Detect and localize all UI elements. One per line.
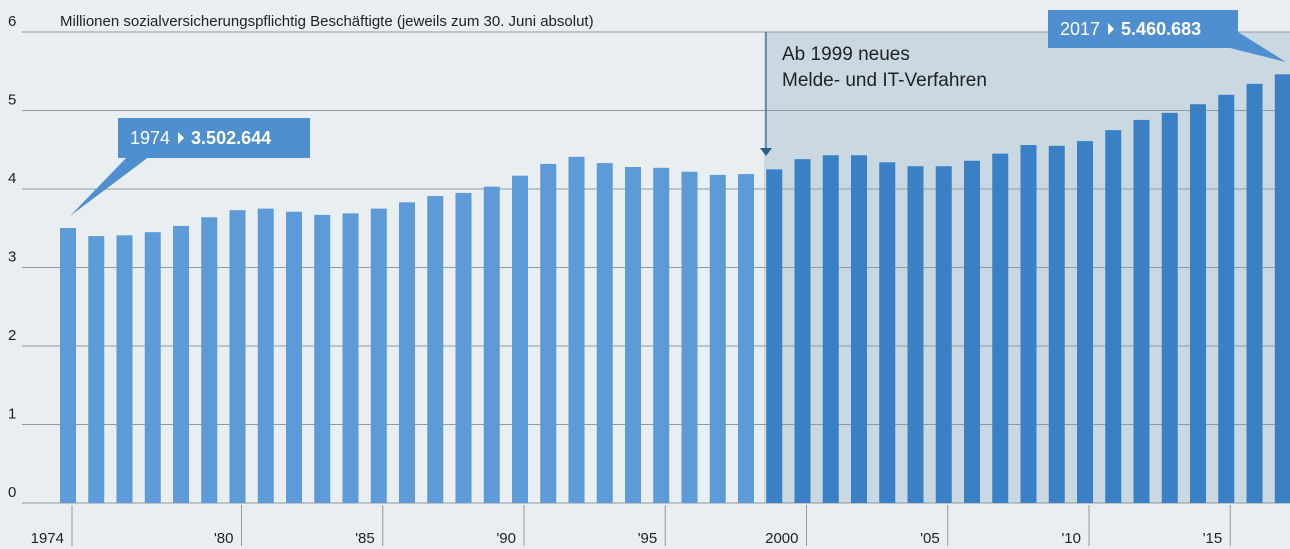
bar — [794, 159, 811, 504]
callout-value: 5.460.683 — [1121, 19, 1201, 39]
bar — [1274, 74, 1290, 503]
bar — [709, 174, 726, 503]
bar — [229, 210, 246, 503]
bar — [342, 213, 359, 503]
y-tick-label: 4 — [8, 170, 16, 187]
y-tick-label: 5 — [8, 92, 16, 109]
bar — [88, 236, 105, 503]
bar — [851, 155, 867, 503]
bar — [653, 167, 670, 503]
y-tick-label: 2 — [8, 327, 16, 344]
x-tick-label: '95 — [638, 530, 658, 547]
x-tick-label: '80 — [214, 530, 234, 547]
annotation-text: Ab 1999 neues — [782, 44, 910, 65]
annotation-text: Melde- und IT-Verfahren — [782, 70, 987, 91]
bar — [540, 163, 557, 503]
bar — [1048, 145, 1065, 503]
bar — [681, 171, 698, 504]
bar — [738, 174, 754, 503]
callout-box — [118, 118, 310, 158]
callout-value: 3.502.644 — [191, 128, 271, 148]
bar — [568, 156, 585, 503]
bar — [144, 232, 161, 504]
x-tick-label: '15 — [1203, 530, 1223, 547]
bar — [1133, 119, 1150, 504]
bar — [596, 163, 613, 503]
bar — [625, 167, 641, 503]
bar — [455, 192, 472, 504]
bar — [935, 166, 952, 504]
bar — [1246, 83, 1263, 503]
bar — [1190, 104, 1206, 503]
bar — [1077, 141, 1093, 504]
bar — [173, 225, 189, 503]
bar — [60, 228, 76, 503]
callout-triangle — [1108, 23, 1115, 35]
bar — [512, 175, 528, 503]
bar — [427, 196, 444, 503]
y-tick-label: 1 — [8, 406, 16, 423]
x-tick-label: '05 — [920, 530, 940, 547]
bar — [370, 208, 387, 503]
callout-pointer — [70, 156, 150, 216]
x-tick-label: '90 — [496, 530, 516, 547]
bar — [201, 217, 218, 503]
callout-box — [1048, 10, 1238, 48]
bar — [1218, 94, 1235, 504]
x-tick-label: 1974 — [31, 530, 64, 547]
bar — [116, 235, 133, 503]
y-tick-label: 6 — [8, 13, 16, 30]
x-tick-label: '10 — [1061, 530, 1081, 547]
callout-year: 2017 — [1060, 19, 1100, 39]
annotation-arrowhead — [760, 148, 772, 156]
x-tick-label: 2000 — [765, 530, 798, 547]
bar — [399, 202, 415, 503]
chart-title: Millionen sozialversicherungspflichtig B… — [60, 13, 594, 30]
bar — [766, 169, 783, 503]
bar — [286, 211, 302, 503]
bar — [1105, 130, 1122, 503]
bar — [879, 162, 896, 503]
bar — [992, 153, 1009, 504]
bar — [314, 214, 331, 503]
x-tick-label: '85 — [355, 530, 375, 547]
bar — [1161, 112, 1178, 503]
bar — [257, 208, 274, 503]
bar — [1020, 145, 1037, 504]
bar — [822, 155, 839, 503]
y-tick-label: 3 — [8, 249, 16, 266]
bar — [907, 166, 924, 504]
y-tick-label: 0 — [8, 484, 16, 501]
callout-triangle — [178, 132, 185, 144]
bar — [964, 160, 980, 504]
bar — [483, 186, 500, 503]
callout-year: 1974 — [130, 128, 170, 148]
